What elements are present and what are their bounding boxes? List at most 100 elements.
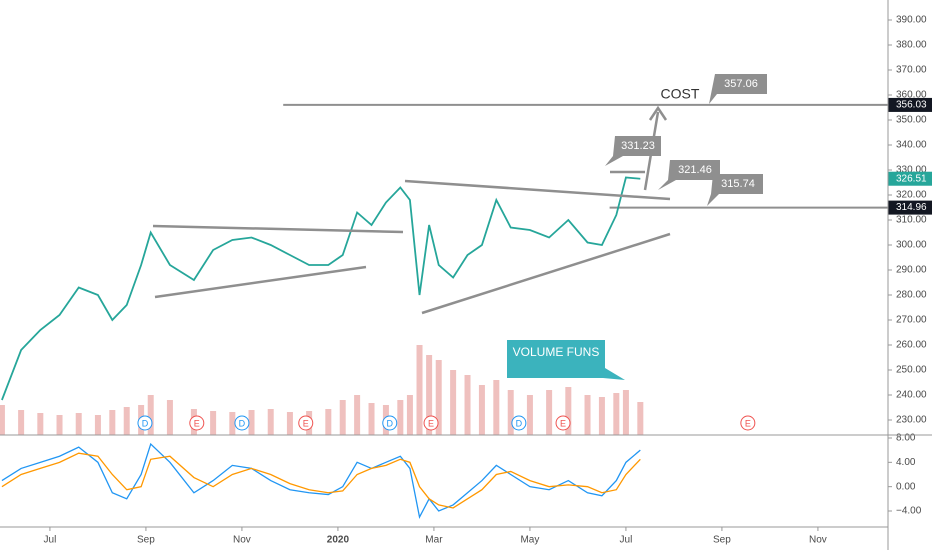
y-tick-label: 300.00 [896,240,927,251]
volume-bar [406,395,413,435]
y-tick-label: 390.00 [896,15,927,26]
event-marker [511,415,527,431]
y-tick-label: 370.00 [896,65,927,76]
volume-bar [478,385,485,435]
callout-box [658,160,720,190]
volume-bar [166,400,173,435]
callout: 357.06 [724,78,758,90]
volume-bar [56,415,63,435]
y-tick-label: −4.00 [896,506,922,517]
y-tick-label: 350.00 [896,115,927,126]
volume-bar [598,397,605,435]
volume-bar [147,395,154,435]
volume-bar [397,400,404,435]
event-marker [298,415,314,431]
price-label-box [888,200,932,215]
plot: 230.00 240.00 250.00 260.00 270.00 280.00 290.… [0,15,932,546]
arrow-head [648,105,668,121]
volume-bar [584,395,591,435]
annotation: COST [661,86,700,102]
volume-bar [37,413,44,435]
y-tick-label: 360.00 [896,90,927,101]
volume-bar [325,409,332,435]
price-label-box [888,97,932,112]
callout-box [707,174,763,206]
price-label-box [888,171,932,186]
trendline [152,224,404,234]
volume-bar [368,403,375,435]
callout-box [709,74,767,104]
volume-bar [229,412,236,435]
event-label: E [194,418,200,428]
volume-bar [622,390,629,435]
event-marker [234,415,250,431]
volume-bar [435,360,442,435]
callout-box [507,340,625,380]
price-label: 314.96 [896,202,927,213]
callout: 321.46 [678,164,712,176]
x-tick-label: Sep [713,535,731,546]
y-tick-label: 330.00 [896,165,927,176]
y-tick-label: 240.00 [896,390,927,401]
macd-line [1,442,641,520]
event-marker [189,415,205,431]
y-tick-label: 0.00 [896,481,916,492]
y-tick-label: 270.00 [896,315,927,326]
trendline [421,232,671,315]
volume-bar [75,413,82,435]
x-tick-label: Jul [620,535,633,546]
event-marker [382,415,398,431]
y-tick-label: 340.00 [896,140,927,151]
trendline [154,265,367,299]
price-line [1,176,641,401]
price-label: 356.03 [896,100,927,111]
y-tick-label: 310.00 [896,215,927,226]
volume-bar [546,390,553,435]
x-tick-label: Jul [44,535,57,546]
volume-bar [267,409,274,435]
volume-bar [94,415,101,435]
volume-bar [109,410,116,435]
volume-bar [507,390,514,435]
volume-bar [210,411,217,435]
event-label: E [428,418,434,428]
volume-bar [637,402,644,435]
event-label: D [516,418,523,428]
callout: 315.74 [721,178,755,190]
volume-bar [613,393,620,435]
volume-bar [18,410,25,435]
y-tick-label: 250.00 [896,365,927,376]
y-tick-label: 8.00 [896,433,916,444]
trendline [404,179,671,201]
y-tick-label: 290.00 [896,265,927,276]
event-label: E [560,418,566,428]
callout-box [605,136,661,166]
event-label: D [387,418,394,428]
volume-bar [565,387,572,435]
callout: VOLUME FUNS [513,345,600,359]
volume-bar [416,345,423,435]
event-label: E [303,418,309,428]
x-tick-label: May [520,535,539,546]
event-label: D [142,418,149,428]
volume-bar [248,410,255,435]
y-tick-label: 380.00 [896,40,927,51]
event-marker [740,415,756,431]
volume-bar [526,395,533,435]
volume-bar [450,370,457,435]
x-tick-label: Sep [137,535,155,546]
event-marker [555,415,571,431]
volume-bar [426,355,433,435]
volume-bar [354,395,361,435]
x-tick-label: Mar [425,535,443,546]
volume-bar [464,375,471,435]
event-marker [423,415,439,431]
y-tick-label: 230.00 [896,415,927,426]
event-label: E [745,418,751,428]
y-tick-label: 4.00 [896,457,916,468]
y-tick-label: 320.00 [896,190,927,201]
event-label: D [239,418,246,428]
volume-bar [339,400,346,435]
